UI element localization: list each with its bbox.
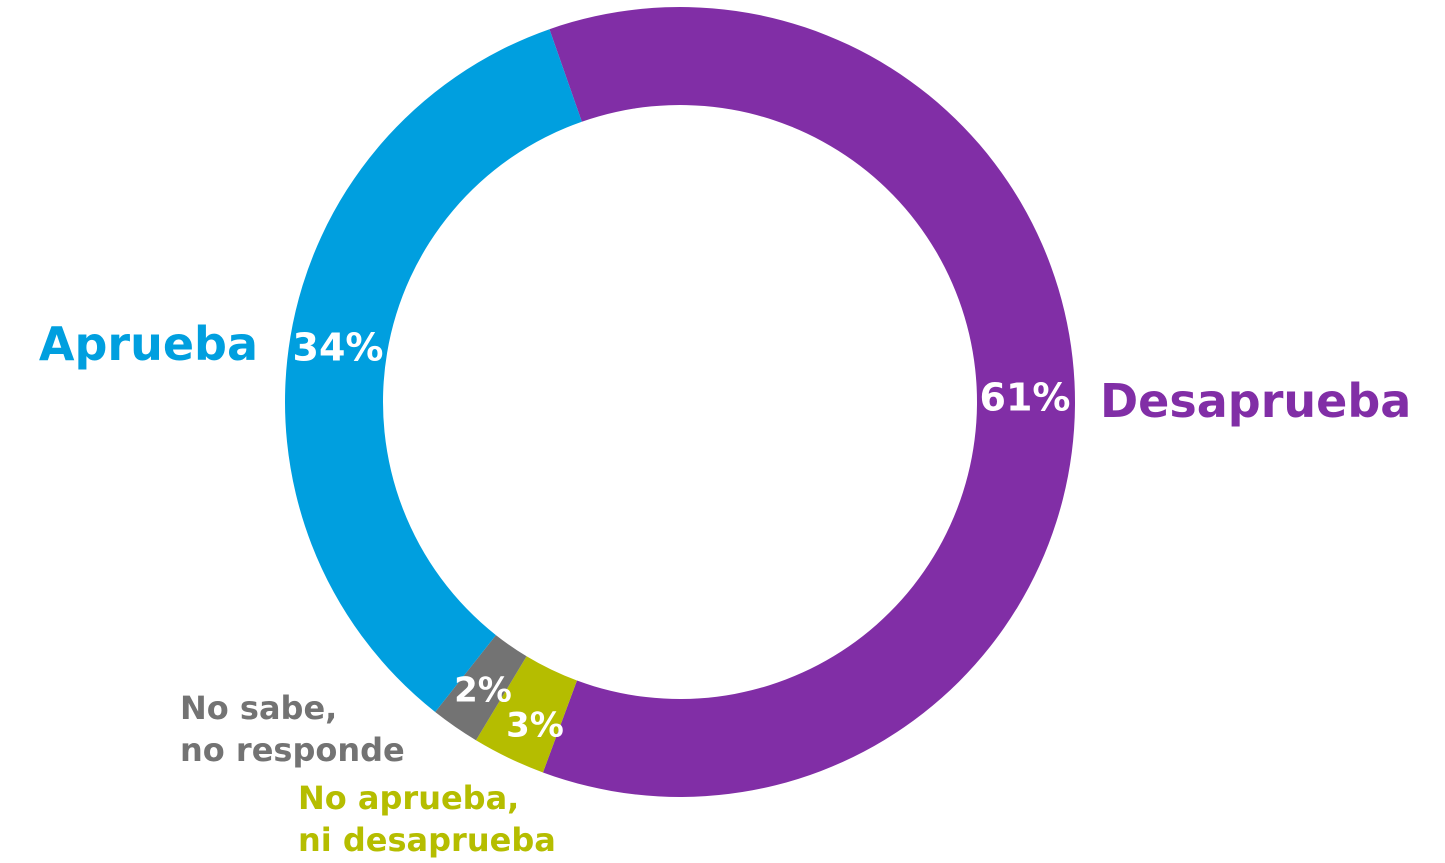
value-label: 61% — [980, 376, 1071, 420]
donut-segment — [285, 29, 582, 712]
value-label: 3% — [506, 706, 564, 746]
category-label: Desaprueba — [1100, 374, 1412, 428]
value-label: 34% — [293, 326, 384, 370]
category-label: No aprueba, ni desaprueba — [298, 779, 556, 859]
category-label: No sabe, no responde — [180, 689, 405, 769]
donut-segment — [475, 656, 577, 773]
value-label: 2% — [454, 671, 512, 711]
category-label: Aprueba — [38, 317, 258, 371]
donut-segment — [435, 635, 527, 741]
donut-segment — [542, 7, 1075, 798]
